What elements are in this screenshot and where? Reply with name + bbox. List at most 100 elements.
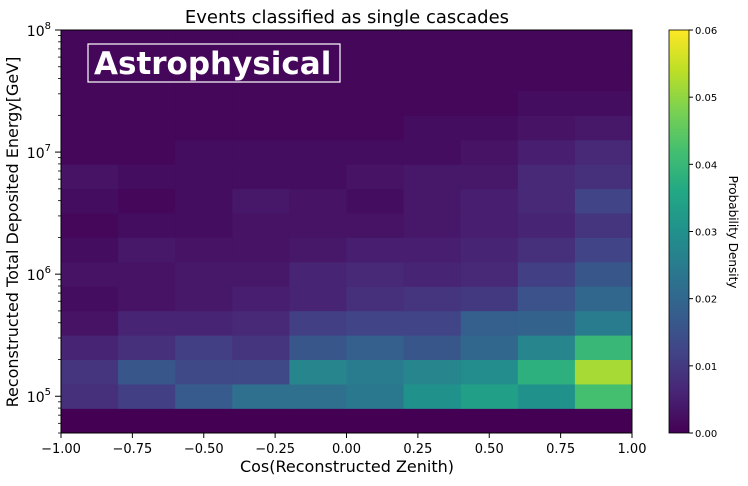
heatmap-cell bbox=[403, 335, 462, 361]
heatmap-cell bbox=[460, 335, 519, 361]
heatmap-cell bbox=[289, 213, 347, 238]
heatmap-cell bbox=[289, 91, 347, 116]
heatmap-cell bbox=[517, 139, 576, 165]
heatmap-cell bbox=[232, 359, 290, 385]
heatmap-cell bbox=[61, 30, 119, 43]
heatmap-cell bbox=[574, 139, 633, 165]
heatmap-cell bbox=[403, 359, 462, 385]
y-tick-label: 108 bbox=[27, 21, 51, 40]
y-tick-label: 107 bbox=[27, 143, 51, 162]
x-axis: −1.00 −0.75 −0.50 −0.25 0.00 0.25 0.50 0.75 1.00 bbox=[41, 433, 646, 457]
heatmap-cell bbox=[61, 384, 119, 409]
heatmap-cell bbox=[118, 42, 176, 68]
heatmap-cell bbox=[460, 30, 519, 43]
chart-title: Events classified as single cascades bbox=[185, 7, 509, 28]
heatmap-cell bbox=[517, 42, 576, 68]
heatmap-cell bbox=[517, 237, 576, 263]
heatmap-cell bbox=[346, 237, 404, 263]
heatmap-cell bbox=[346, 310, 404, 336]
heatmap-cell bbox=[460, 91, 519, 116]
heatmap-cell bbox=[574, 261, 633, 287]
x-tick-label: 0.00 bbox=[332, 442, 361, 457]
heatmap-cell bbox=[460, 188, 519, 214]
heatmap-cell bbox=[574, 188, 633, 214]
heatmap-cell bbox=[517, 91, 576, 116]
colorbar-tick-label: 0.00 bbox=[695, 429, 717, 440]
heatmap-cell bbox=[289, 42, 347, 68]
heatmap-cell bbox=[403, 188, 462, 214]
heatmap-cell bbox=[61, 335, 119, 361]
heatmap-cell bbox=[232, 310, 290, 336]
heatmap-cell bbox=[517, 164, 576, 190]
heatmap-cell bbox=[232, 91, 290, 116]
colorbar-ticks: 0.00 0.01 0.02 0.03 0.04 0.05 0.06 bbox=[689, 26, 717, 440]
heatmap-cell bbox=[574, 286, 633, 312]
heatmap-cell bbox=[517, 66, 576, 92]
heatmap-cell bbox=[574, 91, 633, 116]
heatmap-cell bbox=[232, 408, 290, 434]
heatmap-cell bbox=[232, 115, 290, 141]
heatmap-cell bbox=[118, 384, 176, 409]
heatmap-cell bbox=[289, 286, 347, 312]
heatmap-cell bbox=[61, 359, 119, 385]
heatmap-cell bbox=[118, 188, 176, 214]
heatmap-cell bbox=[574, 164, 633, 190]
heatmap-cell bbox=[346, 261, 404, 287]
heatmap-cell bbox=[175, 91, 233, 116]
heatmap-cell bbox=[175, 237, 233, 263]
heatmap-cell bbox=[175, 42, 233, 68]
x-tick-label: 1.00 bbox=[618, 442, 647, 457]
x-tick-label: −0.75 bbox=[112, 442, 152, 457]
heatmap-cell bbox=[118, 335, 176, 361]
heatmap-cell bbox=[517, 188, 576, 214]
heatmap-cell bbox=[175, 213, 233, 238]
heatmap-cell bbox=[346, 30, 404, 43]
heatmap-cell bbox=[61, 408, 119, 434]
heatmap-cell bbox=[118, 66, 176, 92]
heatmap-cell bbox=[232, 261, 290, 287]
colorbar-tick-label: 0.01 bbox=[695, 362, 717, 373]
x-tick-label: 0.50 bbox=[475, 442, 504, 457]
heatmap-cells bbox=[61, 30, 633, 434]
colorbar-tick-label: 0.04 bbox=[695, 160, 717, 171]
heatmap-cell bbox=[403, 91, 462, 116]
heatmap-cell bbox=[574, 115, 633, 141]
heatmap-cell bbox=[61, 213, 119, 238]
heatmap-cell bbox=[403, 237, 462, 263]
heatmap-cell bbox=[574, 408, 633, 434]
heatmap-cell bbox=[175, 310, 233, 336]
heatmap-cell bbox=[232, 188, 290, 214]
heatmap-cell bbox=[118, 261, 176, 287]
heatmap-cell bbox=[289, 335, 347, 361]
heatmap-cell bbox=[403, 66, 462, 92]
heatmap-cell bbox=[403, 139, 462, 165]
heatmap-cell bbox=[232, 335, 290, 361]
heatmap-cell bbox=[517, 335, 576, 361]
heatmap-cell bbox=[289, 139, 347, 165]
heatmap-cell bbox=[574, 237, 633, 263]
heatmap-cell bbox=[403, 213, 462, 238]
heatmap-cell bbox=[346, 335, 404, 361]
heatmap-cell bbox=[175, 286, 233, 312]
heatmap-cell bbox=[61, 66, 119, 92]
heatmap-cell bbox=[460, 115, 519, 141]
heatmap-cell bbox=[289, 164, 347, 190]
heatmap-cell bbox=[517, 286, 576, 312]
heatmap-cell bbox=[346, 91, 404, 116]
x-tick-label: −0.50 bbox=[184, 442, 224, 457]
heatmap-cell bbox=[574, 384, 633, 409]
heatmap-cell bbox=[175, 30, 233, 43]
heatmap-cell bbox=[517, 408, 576, 434]
heatmap-cell bbox=[403, 115, 462, 141]
heatmap-cell bbox=[61, 310, 119, 336]
heatmap-cell bbox=[346, 188, 404, 214]
heatmap-cell bbox=[289, 261, 347, 287]
heatmap-cell bbox=[517, 359, 576, 385]
heatmap-cell bbox=[574, 359, 633, 385]
heatmap-cell bbox=[232, 66, 290, 92]
heatmap-cell bbox=[175, 335, 233, 361]
heatmap-cell bbox=[175, 139, 233, 165]
colorbar-tick-label: 0.03 bbox=[695, 228, 717, 239]
heatmap-cell bbox=[289, 408, 347, 434]
annotation-label: Astrophysical bbox=[94, 46, 331, 82]
